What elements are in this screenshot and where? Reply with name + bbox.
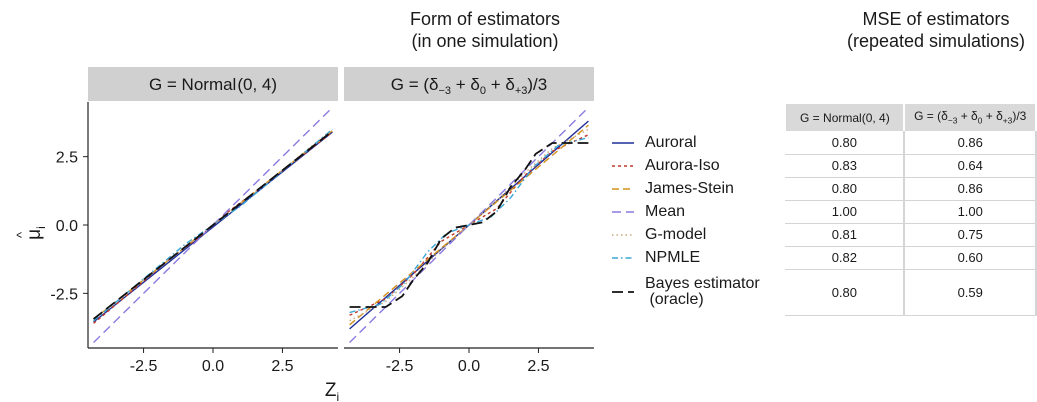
header-three-point: G = (δ−3 + δ0 + δ+3)/3 bbox=[904, 104, 1037, 131]
mse-table-header: G = Normal(0, 4) G = (δ−3 + δ0 + δ+3)/3 bbox=[609, 104, 1037, 131]
legend-key-bayes bbox=[612, 291, 634, 293]
strip-right-label: G = (δ−3 + δ0 + δ+3)/3 bbox=[391, 75, 547, 97]
middle-title-line2: (in one simulation) bbox=[411, 31, 559, 51]
mse-value: 0.82 bbox=[785, 246, 906, 270]
mse-row-npmle: NPMLE 0.82 0.60 bbox=[609, 246, 1037, 270]
x-tick-label: -2.5 bbox=[386, 358, 414, 375]
mse-value: 0.60 bbox=[904, 246, 1037, 270]
middle-title-line1: Form of estimators bbox=[409, 9, 561, 29]
legend-label-line: Mean bbox=[645, 202, 686, 220]
mse-table: G = Normal(0, 4) G = (δ−3 + δ0 + δ+3)/3 … bbox=[609, 104, 1037, 316]
legend-key-g-model bbox=[612, 233, 634, 236]
x-axis-title: Zi bbox=[325, 380, 339, 402]
strip-left bbox=[88, 67, 338, 101]
x-tick-label: 0.0 bbox=[202, 358, 224, 375]
mse-row-auroral: Auroral 0.80 0.86 bbox=[609, 131, 1037, 155]
legend-key-npmle bbox=[612, 256, 634, 259]
right-title: MSE of estimators (repeated simulations) bbox=[838, 8, 1034, 52]
legend-label-line: James-Stein bbox=[645, 179, 734, 197]
mse-row-mean: Mean 1.00 1.00 bbox=[609, 200, 1037, 224]
legend-key-mean bbox=[612, 210, 634, 213]
series-auroral-line-normal bbox=[93, 131, 333, 323]
legend-label: Bayes estimator (oracle) bbox=[645, 276, 760, 308]
mse-value: 0.75 bbox=[904, 223, 1037, 247]
panel-normal bbox=[93, 107, 333, 343]
series-bayes-line-normal bbox=[93, 130, 333, 320]
mse-value: 0.64 bbox=[904, 154, 1037, 178]
mse-value: 0.86 bbox=[904, 177, 1037, 201]
x-tick-label: 2.5 bbox=[527, 358, 549, 375]
mse-row-aurora-iso: Aurora-Iso 0.83 0.64 bbox=[609, 154, 1037, 178]
middle-title: Form of estimators (in one simulation) bbox=[380, 8, 590, 52]
mse-value: 0.80 bbox=[785, 177, 906, 201]
svg-text:^: ^ bbox=[14, 231, 29, 238]
legend-label: NPMLE bbox=[645, 248, 701, 266]
mse-value: 0.81 bbox=[785, 223, 906, 247]
legend-label-line: Bayes estimator bbox=[645, 275, 760, 292]
mse-value: 0.80 bbox=[785, 269, 906, 316]
mse-value: 0.80 bbox=[785, 131, 906, 155]
legend-label: Auroral bbox=[645, 133, 697, 151]
legend-label: Aurora-Iso bbox=[645, 156, 720, 174]
x-tick-label: 0.0 bbox=[458, 358, 480, 375]
mse-row-g-model: G-model 0.81 0.75 bbox=[609, 223, 1037, 247]
x-tick-label: -2.5 bbox=[130, 358, 158, 375]
legend-label-line: Auroral bbox=[645, 133, 697, 151]
right-title-line2: (repeated simulations) bbox=[846, 31, 1026, 51]
mse-value: 1.00 bbox=[904, 200, 1037, 224]
mse-value: 0.83 bbox=[785, 154, 906, 178]
mse-value: 0.59 bbox=[904, 269, 1037, 316]
y-axis-title: μi ^ bbox=[14, 226, 48, 240]
y-tick-label: -2.5 bbox=[50, 286, 78, 303]
legend-key-aurora-iso bbox=[612, 164, 634, 167]
panel-three-point bbox=[349, 107, 589, 343]
y-tick-label: 2.5 bbox=[56, 150, 78, 167]
mse-value: 1.00 bbox=[785, 200, 906, 224]
legend-label-line: Aurora-Iso bbox=[645, 156, 720, 174]
header-normal: G = Normal(0, 4) bbox=[785, 104, 906, 131]
mse-row-bayes: Bayes estimator (oracle) 0.80 0.59 bbox=[609, 269, 1037, 316]
mse-value: 0.86 bbox=[904, 131, 1037, 155]
legend-key-james-stein bbox=[612, 187, 634, 190]
mse-row-james-stein: James-Stein 0.80 0.86 bbox=[609, 177, 1037, 201]
strip-left-label: G = Normal(0, 4) bbox=[149, 75, 277, 94]
strip-right bbox=[344, 67, 594, 101]
legend-key-auroral bbox=[612, 141, 634, 144]
legend-label: G-model bbox=[645, 225, 707, 243]
legend-label-line: NPMLE bbox=[645, 248, 701, 266]
header-blank bbox=[609, 104, 787, 131]
legend-label: Mean bbox=[645, 202, 686, 220]
series-npmle-line-three-point bbox=[349, 136, 589, 314]
svg-text:μi: μi bbox=[24, 226, 48, 240]
right-title-line1: MSE of estimators bbox=[862, 9, 1010, 29]
y-tick-label: 0.0 bbox=[56, 218, 78, 235]
estimator-chart: G = Normal(0, 4) G = (δ−3 + δ0 + δ+3)/3 … bbox=[14, 67, 594, 402]
legend-label-line: (oracle) bbox=[645, 291, 704, 308]
legend-label-line: G-model bbox=[645, 225, 707, 243]
x-tick-label: 2.5 bbox=[271, 358, 293, 375]
axis-ticks: -2.5 0.0 2.5 2.5 0.0 -2.5 -2.5 0.0 2.5 bbox=[50, 150, 549, 375]
legend-label: James-Stein bbox=[645, 179, 734, 197]
